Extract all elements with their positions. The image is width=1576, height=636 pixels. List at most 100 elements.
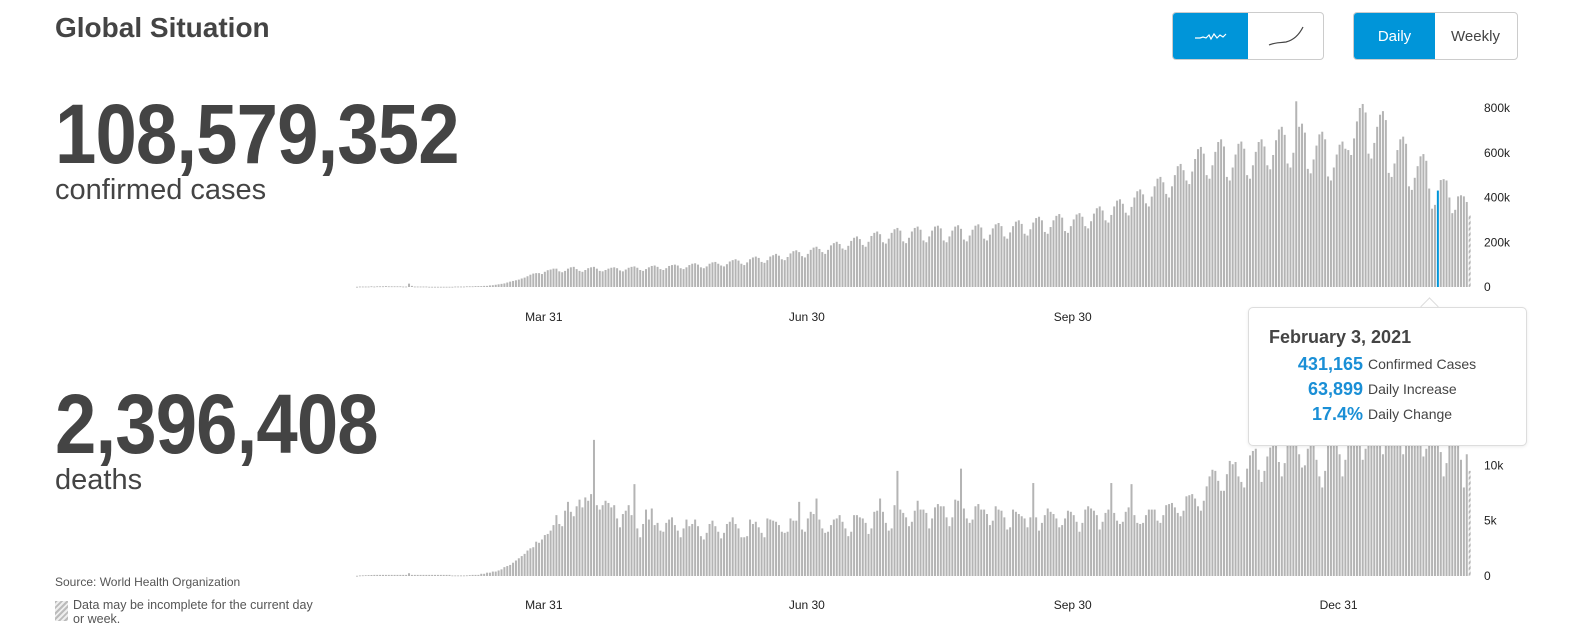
bar[interactable] xyxy=(538,273,541,287)
bar[interactable] xyxy=(974,225,977,287)
bar[interactable] xyxy=(1439,452,1442,576)
bar[interactable] xyxy=(561,272,564,287)
bar[interactable] xyxy=(769,256,772,287)
bar[interactable] xyxy=(618,527,621,576)
bar[interactable] xyxy=(523,553,526,576)
bar[interactable] xyxy=(728,261,731,287)
bar[interactable] xyxy=(572,266,575,287)
bar[interactable] xyxy=(1231,167,1234,287)
bar[interactable] xyxy=(569,511,572,576)
bar[interactable] xyxy=(754,521,757,576)
bar[interactable] xyxy=(725,523,728,576)
bar[interactable] xyxy=(951,517,954,576)
bar[interactable] xyxy=(1170,502,1173,576)
bar[interactable] xyxy=(543,271,546,287)
bar[interactable] xyxy=(746,262,749,287)
bar[interactable] xyxy=(364,286,367,288)
bar[interactable] xyxy=(549,530,552,576)
bar[interactable] xyxy=(1298,126,1301,287)
bar[interactable] xyxy=(864,246,867,287)
bar[interactable] xyxy=(1142,522,1145,576)
bar[interactable] xyxy=(1110,483,1113,576)
bar[interactable] xyxy=(954,499,957,576)
bar[interactable] xyxy=(1286,443,1289,576)
bar[interactable] xyxy=(1156,520,1159,576)
bar[interactable] xyxy=(801,529,804,576)
bar[interactable] xyxy=(1205,175,1208,287)
bar[interactable] xyxy=(1428,434,1431,576)
bar[interactable] xyxy=(1142,194,1145,287)
bar[interactable] xyxy=(1006,238,1009,287)
bar[interactable] xyxy=(699,267,702,287)
bar[interactable] xyxy=(425,286,428,288)
bar[interactable] xyxy=(1003,517,1006,576)
bar[interactable] xyxy=(1407,186,1410,287)
bar[interactable] xyxy=(578,270,581,287)
bar[interactable] xyxy=(552,525,555,576)
bar[interactable] xyxy=(1188,184,1191,287)
bar[interactable] xyxy=(451,575,454,577)
bar[interactable] xyxy=(789,518,792,576)
bar[interactable] xyxy=(1179,516,1182,576)
bar[interactable] xyxy=(439,286,442,288)
bar[interactable] xyxy=(815,246,818,287)
bar[interactable] xyxy=(471,286,474,288)
bar[interactable] xyxy=(624,510,627,576)
bar[interactable] xyxy=(844,249,847,287)
bar[interactable] xyxy=(601,271,604,287)
bar[interactable] xyxy=(1405,443,1408,576)
bar[interactable] xyxy=(751,523,754,576)
bar[interactable] xyxy=(1196,506,1199,576)
bar[interactable] xyxy=(809,511,812,576)
bar[interactable] xyxy=(803,257,806,287)
bar[interactable] xyxy=(410,574,413,576)
bar[interactable] xyxy=(613,505,616,576)
bar[interactable] xyxy=(1350,412,1353,576)
bar[interactable] xyxy=(436,574,439,576)
bar[interactable] xyxy=(535,273,538,287)
bar[interactable] xyxy=(913,227,916,287)
bar[interactable] xyxy=(766,518,769,576)
bar[interactable] xyxy=(428,286,431,288)
bar[interactable] xyxy=(1223,146,1225,287)
bar[interactable] xyxy=(422,286,425,288)
bar[interactable] xyxy=(936,225,939,287)
bar[interactable] xyxy=(1220,139,1223,287)
bar[interactable] xyxy=(639,537,642,576)
bar[interactable] xyxy=(1462,487,1465,576)
bar[interactable] xyxy=(916,226,919,287)
bar[interactable] xyxy=(584,497,587,576)
bar[interactable] xyxy=(506,566,509,576)
bar[interactable] xyxy=(592,439,595,576)
bar[interactable] xyxy=(1133,515,1136,576)
bar[interactable] xyxy=(1043,515,1046,576)
bar[interactable] xyxy=(1370,158,1373,287)
bar[interactable] xyxy=(1116,200,1119,287)
bar[interactable] xyxy=(1023,518,1026,576)
bar[interactable] xyxy=(1312,436,1315,576)
bar[interactable] xyxy=(465,575,468,577)
bar[interactable] xyxy=(1381,454,1384,576)
bar[interactable] xyxy=(1237,143,1240,287)
bar[interactable] xyxy=(1419,437,1422,576)
bar[interactable] xyxy=(763,262,766,287)
bar[interactable] xyxy=(691,263,694,287)
bar[interactable] xyxy=(494,284,497,287)
bar[interactable] xyxy=(1066,232,1069,287)
bar[interactable] xyxy=(806,253,809,287)
bar[interactable] xyxy=(1402,454,1405,576)
bar[interactable] xyxy=(1139,189,1142,287)
bar[interactable] xyxy=(798,252,801,287)
bar[interactable] xyxy=(1353,138,1356,287)
bar[interactable] xyxy=(997,223,1000,287)
bar[interactable] xyxy=(1364,448,1367,576)
bar[interactable] xyxy=(977,504,980,576)
bar[interactable] xyxy=(540,539,543,576)
bar[interactable] xyxy=(598,270,601,287)
bar[interactable] xyxy=(665,268,668,287)
bar[interactable] xyxy=(688,526,691,576)
bar[interactable] xyxy=(1425,160,1428,287)
bar[interactable] xyxy=(1329,426,1332,576)
bar[interactable] xyxy=(1335,154,1338,287)
bar[interactable] xyxy=(994,224,997,287)
